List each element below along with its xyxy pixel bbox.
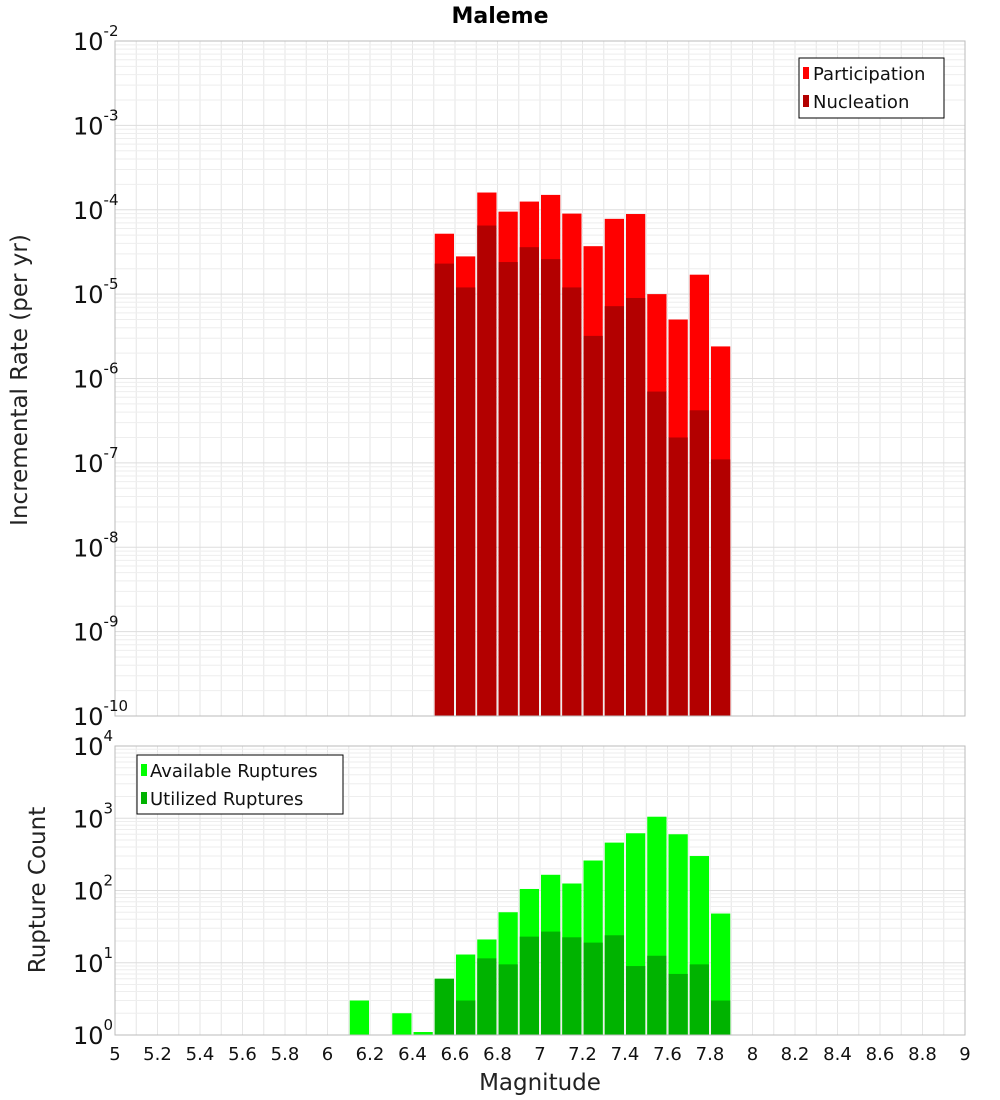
bar-available-ruptures bbox=[392, 1013, 412, 1035]
legend-label-utilized: Utilized Ruptures bbox=[150, 789, 303, 810]
x-tick-label: 7.4 bbox=[611, 1044, 640, 1065]
bar-utilized-ruptures bbox=[604, 935, 624, 1035]
bar-nucleation bbox=[604, 306, 624, 716]
bar-utilized-ruptures bbox=[477, 958, 497, 1035]
rate-plot-frame bbox=[114, 40, 966, 717]
x-tick-label: 7 bbox=[534, 1044, 545, 1065]
bar-nucleation bbox=[456, 287, 476, 716]
rate-legend: Participation Nucleation bbox=[798, 57, 945, 119]
bar-utilized-ruptures bbox=[626, 966, 646, 1035]
rate-y-tick-label: 10-4 bbox=[73, 191, 119, 225]
count-y-tick-label: 103 bbox=[73, 799, 113, 833]
bar-nucleation bbox=[711, 459, 731, 716]
top-gridlines bbox=[114, 41, 966, 717]
x-tick-label: 8 bbox=[747, 1044, 758, 1065]
bar-utilized-ruptures bbox=[689, 964, 709, 1035]
x-tick-label: 6.8 bbox=[483, 1044, 512, 1065]
rate-legend-box bbox=[798, 57, 945, 119]
bar-nucleation bbox=[647, 391, 667, 716]
bar-nucleation bbox=[583, 335, 603, 716]
count-y-ticks: 100 101 102 103 104 bbox=[73, 727, 113, 1050]
rate-y-tick-label: 10-2 bbox=[73, 22, 119, 56]
bar-utilized-ruptures bbox=[583, 942, 603, 1035]
legend-label-nucleation: Nucleation bbox=[813, 92, 909, 113]
x-tick-label: 8.2 bbox=[781, 1044, 810, 1065]
rate-y-tick-label: 10-9 bbox=[73, 613, 119, 647]
bar-utilized-ruptures bbox=[519, 936, 539, 1035]
bar-available-ruptures bbox=[349, 1000, 369, 1035]
x-tick-label: 5 bbox=[109, 1044, 120, 1065]
bar-nucleation bbox=[689, 410, 709, 716]
x-tick-label: 8.4 bbox=[823, 1044, 852, 1065]
bar-utilized-ruptures bbox=[434, 978, 454, 1035]
count-y-tick-label: 100 bbox=[73, 1016, 113, 1050]
count-legend-box bbox=[136, 754, 344, 815]
x-tick-label: 6 bbox=[322, 1044, 333, 1065]
bar-nucleation bbox=[477, 225, 497, 716]
x-tick-label: 6.4 bbox=[398, 1044, 427, 1065]
x-tick-label: 5.6 bbox=[228, 1044, 257, 1065]
x-tick-label: 9 bbox=[959, 1044, 970, 1065]
legend-label-participation: Participation bbox=[813, 64, 925, 85]
bar-utilized-ruptures bbox=[456, 1000, 476, 1035]
x-tick-label: 5.4 bbox=[186, 1044, 215, 1065]
bar-nucleation bbox=[434, 263, 454, 716]
bar-utilized-ruptures bbox=[498, 964, 518, 1035]
bar-nucleation bbox=[541, 259, 561, 716]
rate-y-tick-label: 10-8 bbox=[73, 528, 119, 562]
x-tick-label: 5.2 bbox=[143, 1044, 172, 1065]
bar-nucleation bbox=[519, 247, 539, 716]
legend-swatch-participation bbox=[803, 67, 809, 79]
bar-utilized-ruptures bbox=[647, 955, 667, 1035]
x-ticks: 5 5.2 5.4 5.6 5.8 6 6.2 6.4 6.6 6.8 7 7.2 7.4 7.6 7.8 8… bbox=[109, 1044, 970, 1065]
legend-swatch-available bbox=[141, 764, 147, 776]
x-tick-label: 6.2 bbox=[356, 1044, 385, 1065]
rate-y-ticks: 10-10 10-9 10-8 10-7 10-6 10-5 10-4 10-3 10-2 bbox=[73, 22, 128, 731]
bar-utilized-ruptures bbox=[711, 1000, 731, 1035]
count-y-tick-label: 101 bbox=[73, 944, 113, 978]
rate-y-tick-label: 10-6 bbox=[73, 360, 119, 394]
rate-y-tick-label: 10-3 bbox=[73, 106, 119, 140]
count-y-tick-label: 102 bbox=[73, 872, 113, 906]
rate-y-axis-label: Incremental Rate (per yr) bbox=[7, 234, 33, 526]
bar-utilized-ruptures bbox=[541, 931, 561, 1035]
count-y-tick-label: 104 bbox=[73, 727, 113, 761]
x-tick-label: 8.8 bbox=[908, 1044, 937, 1065]
bar-available-ruptures bbox=[413, 1032, 433, 1035]
bar-utilized-ruptures bbox=[668, 973, 688, 1035]
bar-nucleation bbox=[668, 437, 688, 716]
bar-utilized-ruptures bbox=[562, 937, 582, 1035]
x-tick-label: 8.6 bbox=[866, 1044, 895, 1065]
legend-swatch-utilized bbox=[141, 792, 147, 804]
rate-y-tick-label: 10-7 bbox=[73, 444, 119, 478]
x-tick-label: 7.6 bbox=[653, 1044, 682, 1065]
legend-swatch-nucleation bbox=[803, 95, 809, 107]
bar-nucleation bbox=[562, 287, 582, 716]
x-tick-label: 7.8 bbox=[696, 1044, 725, 1065]
count-y-axis-label: Rupture Count bbox=[25, 807, 51, 973]
bar-nucleation bbox=[626, 297, 646, 716]
x-tick-label: 5.8 bbox=[271, 1044, 300, 1065]
bar-nucleation bbox=[498, 262, 518, 716]
x-tick-label: 6.6 bbox=[441, 1044, 470, 1065]
rate-bars bbox=[434, 192, 731, 717]
chart-title: Maleme bbox=[451, 4, 548, 29]
count-plot-frame bbox=[114, 745, 966, 1036]
rate-y-tick-label: 10-5 bbox=[73, 275, 119, 309]
count-legend: Available Ruptures Utilized Ruptures bbox=[136, 754, 344, 815]
x-axis-label: Magnitude bbox=[479, 1070, 601, 1096]
legend-label-available: Available Ruptures bbox=[150, 761, 318, 782]
count-bars bbox=[349, 816, 731, 1035]
x-tick-label: 7.2 bbox=[568, 1044, 597, 1065]
rate-y-tick-label: 10-10 bbox=[73, 697, 128, 731]
